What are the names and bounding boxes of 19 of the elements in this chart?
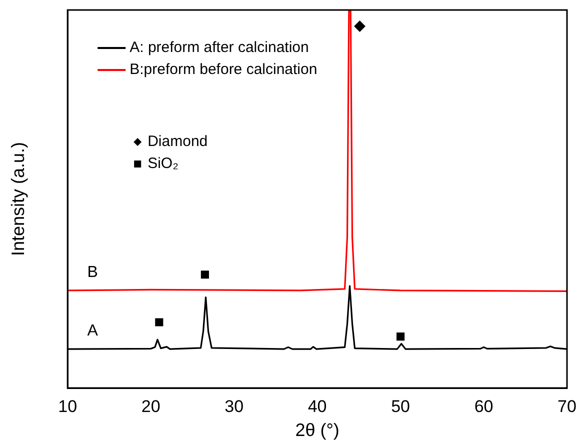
x-tick-label: 20: [141, 396, 160, 416]
point: [354, 20, 366, 32]
legend-label: Diamond: [148, 133, 208, 150]
annotation: A: [87, 322, 98, 340]
annotation: B: [87, 264, 98, 281]
legend-label: A: preform after calcination: [130, 39, 309, 56]
point: [200, 270, 209, 279]
x-tick-label: 70: [558, 396, 576, 416]
legend-label: SiO₂: [148, 155, 179, 172]
x-tick-label: 30: [224, 396, 244, 416]
x-tick-label: 40: [308, 396, 327, 416]
point: [396, 332, 405, 341]
x-axis-title: 2θ (°): [295, 420, 340, 440]
y-axis-title: Intensity (a.u.): [8, 142, 28, 256]
legend-label: B:preform before calcination: [130, 61, 318, 78]
x-tick-label: 10: [58, 396, 78, 416]
point: [155, 318, 164, 326]
x-tick-label: 50: [391, 396, 410, 416]
x-tick-label: 60: [474, 396, 494, 416]
